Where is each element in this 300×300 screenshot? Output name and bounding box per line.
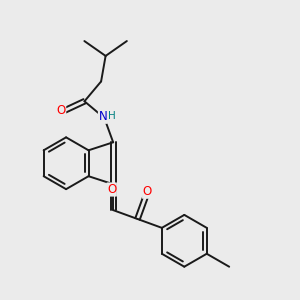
Text: O: O xyxy=(142,185,152,198)
Text: N: N xyxy=(98,110,107,123)
Text: H: H xyxy=(108,112,116,122)
Text: O: O xyxy=(56,104,66,117)
Text: O: O xyxy=(107,183,116,196)
